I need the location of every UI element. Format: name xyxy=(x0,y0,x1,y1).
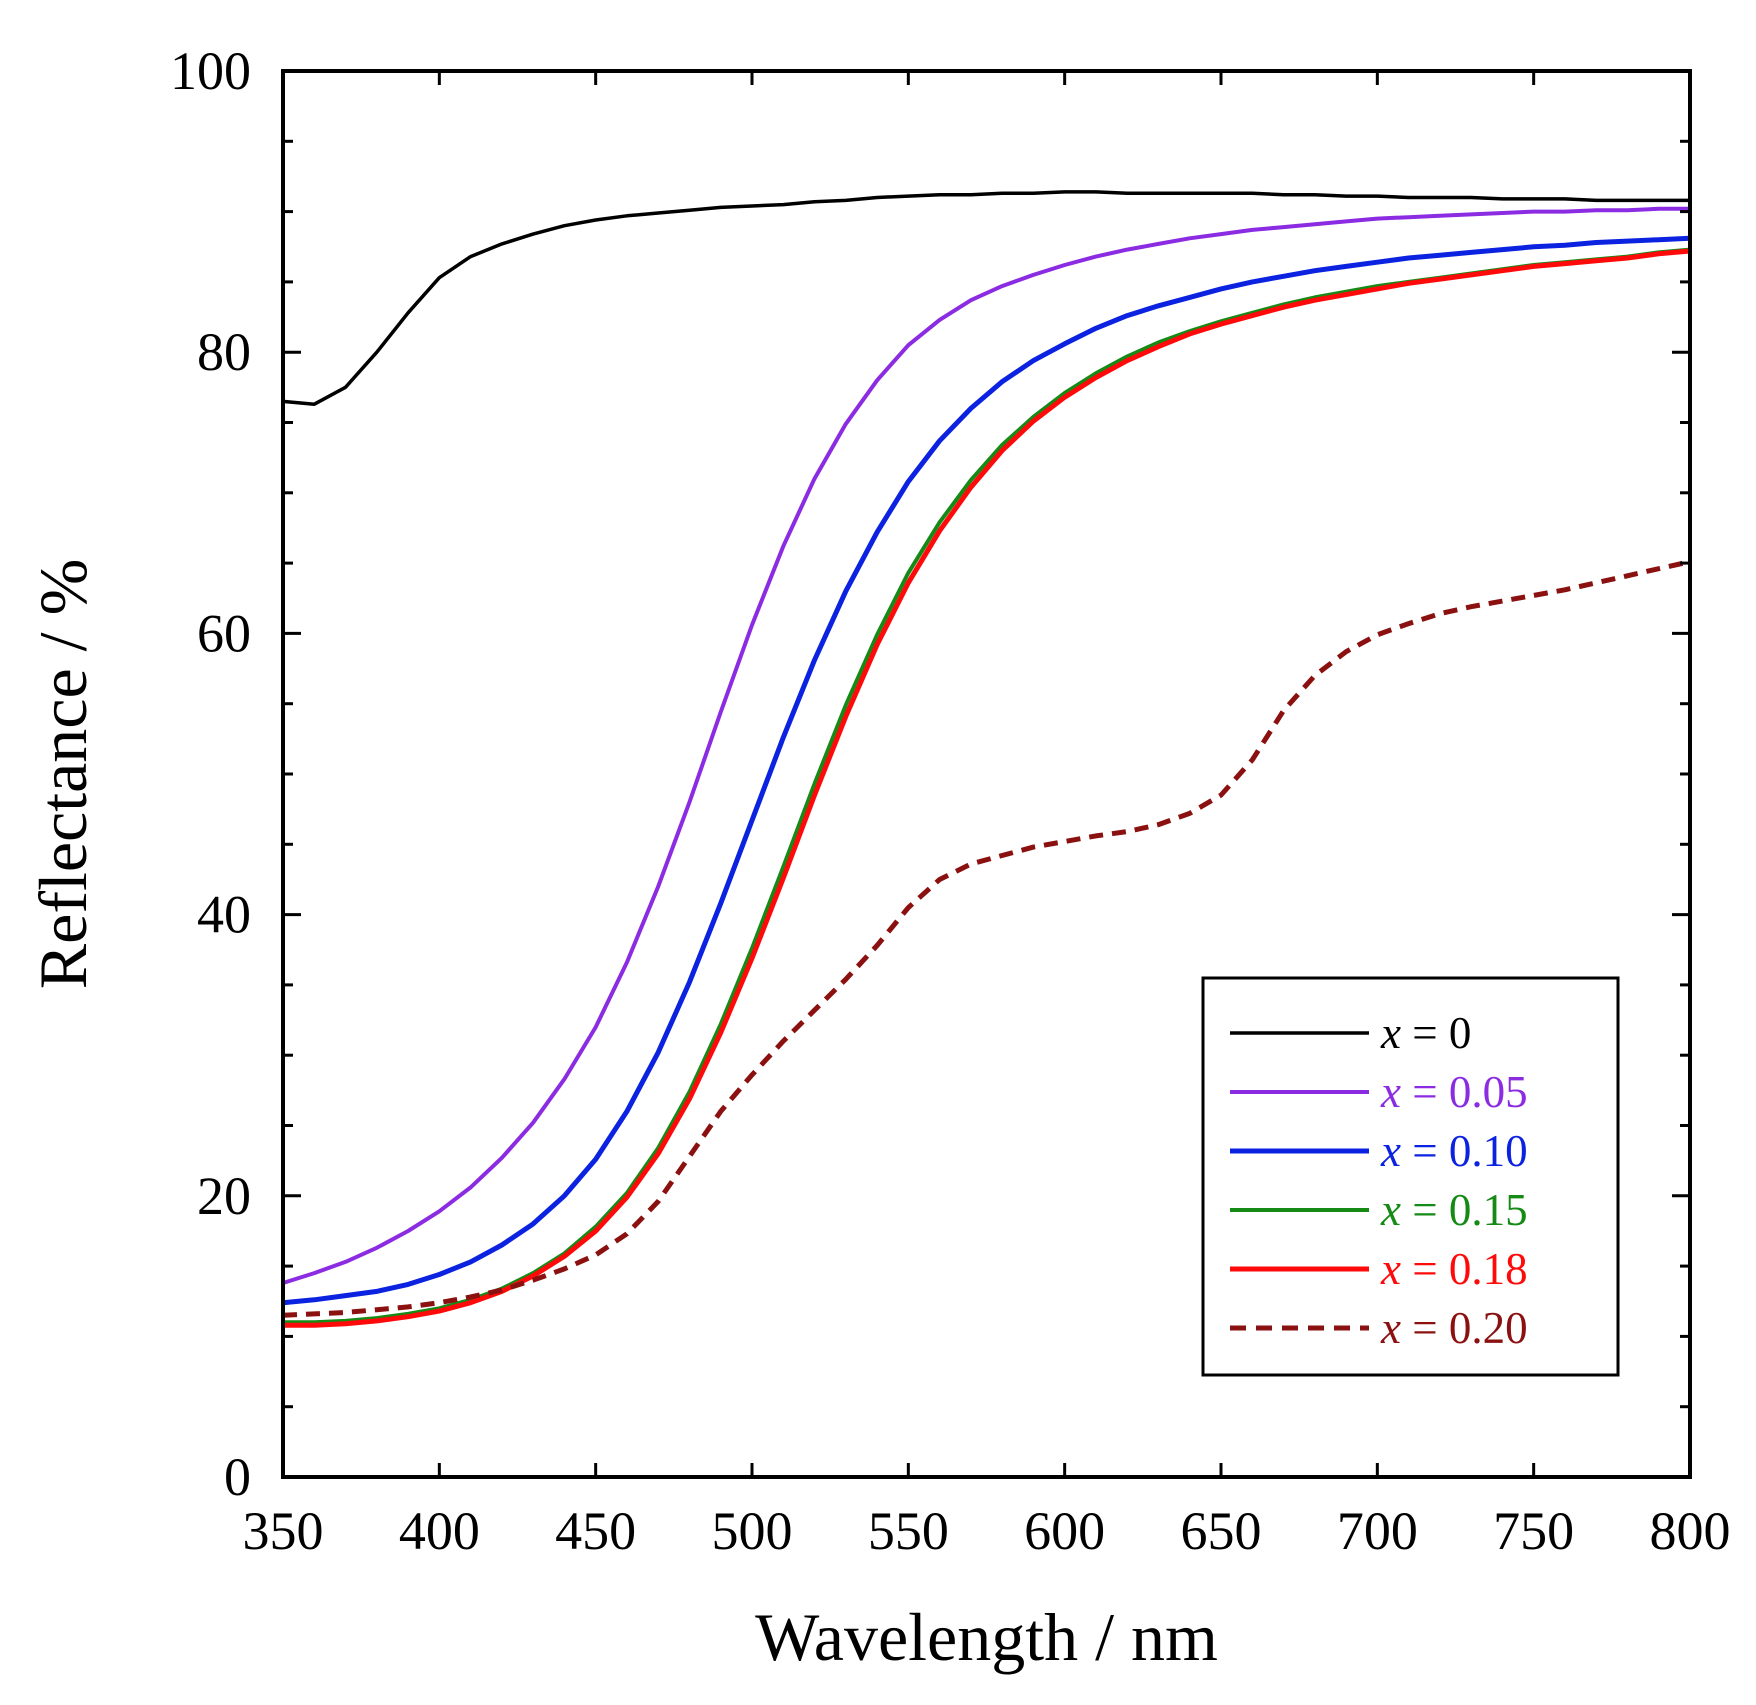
y-tick-label: 100 xyxy=(170,41,251,101)
y-tick-label: 40 xyxy=(197,885,251,945)
x-tick-label: 350 xyxy=(243,1501,324,1561)
legend-box xyxy=(1201,976,1620,1377)
legend-value: = 0.18 xyxy=(1401,1244,1528,1294)
legend-label-2: x = 0.10 xyxy=(1380,1126,1528,1176)
legend-variable: x xyxy=(1380,1303,1401,1353)
y-tick-label: 20 xyxy=(197,1166,251,1226)
legend-variable: x xyxy=(1380,1244,1401,1294)
legend: x = 0x = 0.05x = 0.10x = 0.15x = 0.18x =… xyxy=(1201,976,1620,1377)
legend-value: = 0.20 xyxy=(1401,1303,1528,1353)
legend-items: x = 0x = 0.05x = 0.10x = 0.15x = 0.18x =… xyxy=(1230,1008,1528,1353)
y-axis: 0 20 40 60 80 100 xyxy=(170,41,1690,1507)
legend-variable: x xyxy=(1380,1008,1401,1058)
y-axis-title: Reflectance / % xyxy=(25,559,101,989)
x-tick-label: 750 xyxy=(1493,1501,1574,1561)
series-line-5 xyxy=(282,559,1691,1318)
x-tick-label: 500 xyxy=(712,1501,793,1561)
x-tick-label: 600 xyxy=(1024,1501,1105,1561)
legend-variable: x xyxy=(1380,1185,1401,1235)
x-tick-label: 650 xyxy=(1181,1501,1262,1561)
series-layer xyxy=(282,190,1691,1328)
legend-label-5: x = 0.20 xyxy=(1380,1303,1528,1353)
x-tick-label: 400 xyxy=(399,1501,480,1561)
legend-value: = 0.15 xyxy=(1401,1185,1528,1235)
x-axis: 350 400 450 500 550 600 650 700 750 800 xyxy=(243,71,1731,1561)
x-tick-label: 550 xyxy=(868,1501,949,1561)
legend-value: = 0 xyxy=(1401,1008,1471,1058)
legend-label-3: x = 0.15 xyxy=(1380,1185,1528,1235)
legend-value: = 0.10 xyxy=(1401,1126,1528,1176)
legend-label-1: x = 0.05 xyxy=(1380,1067,1528,1117)
x-tick-label: 450 xyxy=(555,1501,636,1561)
legend-label-4: x = 0.18 xyxy=(1380,1244,1528,1294)
series-line-0 xyxy=(282,190,1690,406)
legend-value: = 0.05 xyxy=(1401,1067,1528,1117)
y-tick-label: 80 xyxy=(197,322,251,382)
legend-variable: x xyxy=(1380,1067,1401,1117)
series-line-2 xyxy=(282,235,1691,1306)
legend-label-0: x = 0 xyxy=(1380,1008,1471,1058)
x-tick-label: 800 xyxy=(1650,1501,1731,1561)
y-tick-label: 0 xyxy=(224,1447,251,1507)
legend-variable: x xyxy=(1380,1126,1401,1176)
x-axis-title: Wavelength / nm xyxy=(755,1599,1218,1675)
series-line-1 xyxy=(282,206,1690,1285)
x-tick-label: 700 xyxy=(1337,1501,1418,1561)
y-tick-label: 60 xyxy=(197,603,251,663)
